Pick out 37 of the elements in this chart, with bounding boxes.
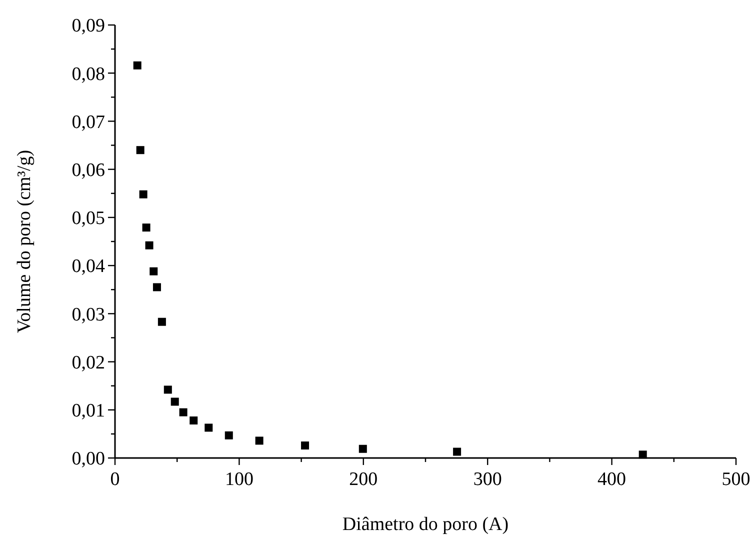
y-tick-label: 0,00 [72, 448, 105, 470]
y-tick-label: 0,04 [72, 256, 106, 278]
x-axis-title: Diâmetro do poro (A) [342, 514, 509, 535]
y-tick-label: 0,05 [72, 208, 105, 230]
x-tick-label: 500 [722, 469, 750, 490]
point [204, 424, 213, 432]
point [453, 448, 462, 456]
x-tick-label: 300 [473, 469, 502, 490]
y-tick-label: 0,09 [72, 16, 105, 37]
point [224, 431, 233, 440]
y-tick-label: 0,01 [72, 400, 105, 422]
point [638, 450, 647, 459]
point [150, 267, 158, 276]
y-tick-label: 0,06 [72, 160, 105, 181]
point [152, 283, 161, 292]
y-axis-title: Volume do poro (cm³/g) [14, 150, 35, 334]
y-tick-label: 0,07 [72, 112, 105, 133]
y-tick-label: 0,08 [72, 64, 105, 85]
point [136, 146, 144, 154]
x-tick-label: 200 [349, 469, 378, 490]
point [139, 190, 148, 198]
point [358, 444, 367, 453]
point [301, 441, 310, 450]
point [142, 224, 150, 232]
point [170, 398, 179, 406]
x-tick-label: 400 [598, 469, 626, 490]
point [145, 241, 154, 250]
point [179, 408, 188, 416]
point [164, 386, 172, 394]
point [158, 318, 166, 326]
x-tick-label: 0 [110, 469, 120, 490]
point [190, 416, 198, 424]
y-tick-label: 0,02 [72, 352, 105, 374]
x-tick-label: 100 [224, 469, 254, 490]
point [255, 436, 264, 445]
y-tick-label: 0,03 [72, 304, 105, 326]
point [133, 61, 142, 70]
